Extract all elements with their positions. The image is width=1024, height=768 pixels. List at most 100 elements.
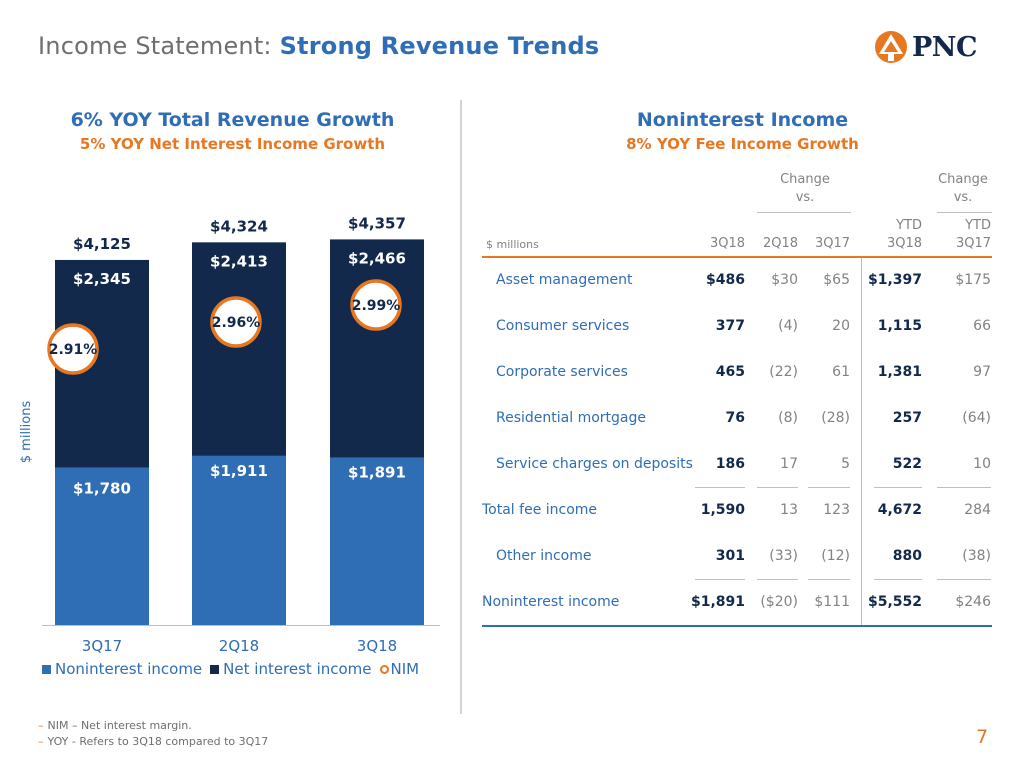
nim-marker-3Q18 xyxy=(350,279,402,331)
subtotal-rule-a-4 xyxy=(937,487,991,488)
bar-noninterest-3Q17 xyxy=(55,467,149,625)
x-tick-3Q17: 3Q17 xyxy=(82,637,122,655)
footnote-1: – NIM – Net interest margin. xyxy=(38,719,192,732)
total-label-3Q18: $4,357 xyxy=(348,214,406,232)
subtotal-rule-a-2 xyxy=(808,487,850,488)
row-0-col-4: $175 xyxy=(955,272,991,288)
legend-label-nim: NIM xyxy=(390,660,420,678)
row-7-col-2: $111 xyxy=(814,594,850,610)
noninterest-label-3Q18: $1,891 xyxy=(348,464,406,482)
row-label-2: Corporate services xyxy=(496,364,628,380)
page-number: 7 xyxy=(976,726,989,748)
row-3-col-0: 76 xyxy=(725,410,745,426)
row-6-col-0: 301 xyxy=(715,548,745,564)
row-7-col-3: $5,552 xyxy=(867,594,922,610)
nim-label-3Q18: 2.99% xyxy=(352,298,401,314)
row-1-col-2: 20 xyxy=(832,318,850,334)
title-bold: Strong Revenue Trends xyxy=(279,32,600,60)
total-label-3Q17: $4,125 xyxy=(73,235,131,253)
row-2-col-1: (22) xyxy=(769,364,798,380)
x-tick-2Q18: 2Q18 xyxy=(219,637,259,655)
right-heading-2: 8% YOY Fee Income Growth xyxy=(626,135,859,153)
row-2-col-3: 1,381 xyxy=(877,364,922,380)
legend-swatch-noninterest xyxy=(42,664,51,674)
footnote-2: – YOY - Refers to 3Q18 compared to 3Q17 xyxy=(38,735,269,748)
pnc-logo: PNC xyxy=(874,30,977,64)
pnc-logo-text: PNC xyxy=(912,31,977,63)
row-6-col-2: (12) xyxy=(821,548,850,564)
col-header-ytd-3q17-top: YTD xyxy=(965,218,991,233)
row-3-col-1: (8) xyxy=(778,410,798,426)
table-units-label: $ millions xyxy=(486,238,539,251)
row-label-5: Total fee income xyxy=(482,502,598,518)
row-4-col-0: 186 xyxy=(715,456,745,472)
left-heading-1: 6% YOY Total Revenue Growth xyxy=(70,109,395,131)
revenue-bar-chart: $4,125 $2,345 $1,780 2.91% 3Q17 $4,324 $2,413 $… xyxy=(19,214,440,655)
nim-marker-3Q17 xyxy=(47,323,99,375)
row-4-col-1: 17 xyxy=(780,456,798,472)
row-5-col-4: 284 xyxy=(964,502,991,518)
row-7-col-4: $246 xyxy=(955,594,991,610)
row-5-col-0: 1,590 xyxy=(700,502,745,518)
nim-label-2Q18: 2.96% xyxy=(212,315,261,331)
change-header-1: Change xyxy=(780,172,830,187)
legend-label-net-interest: Net interest income xyxy=(223,660,372,678)
row-7-col-0: $1,891 xyxy=(690,594,745,610)
subtotal-rule-a-3 xyxy=(874,487,922,488)
row-0-col-3: $1,397 xyxy=(867,272,922,288)
change-vs-2: vs. xyxy=(953,190,973,205)
subtotal-rule-a-1 xyxy=(757,487,798,488)
col-header-ytd-3q18-top: YTD xyxy=(896,218,922,233)
row-label-6: Other income xyxy=(496,548,592,564)
legend-swatch-nim xyxy=(379,664,389,674)
row-6-col-4: (38) xyxy=(962,548,991,564)
title-plain: Income Statement: xyxy=(38,32,280,60)
subtotal-rule-b-4 xyxy=(937,579,991,580)
row-label-1: Consumer services xyxy=(496,318,630,334)
page-title: Income Statement: Strong Revenue Trends xyxy=(38,32,599,60)
column-divider xyxy=(460,100,462,714)
row-label-3: Residential mortgage xyxy=(496,410,646,426)
row-3-col-3: 257 xyxy=(892,410,922,426)
subtotal-rule-b-2 xyxy=(808,579,850,580)
row-2-col-0: 465 xyxy=(715,364,745,380)
footnotes: – NIM – Net interest margin. – YOY - Refer… xyxy=(38,718,268,750)
chart-legend: Noninterest income Net interest income N… xyxy=(42,660,419,678)
row-0-col-1: $30 xyxy=(771,272,798,288)
bar-net-interest-2Q18 xyxy=(192,242,286,456)
row-3-col-4: (64) xyxy=(962,410,991,426)
row-6-col-1: (33) xyxy=(769,548,798,564)
row-4-col-2: 5 xyxy=(841,456,850,472)
legend-swatch-net-interest xyxy=(210,664,220,674)
row-1-col-3: 1,115 xyxy=(877,318,922,334)
total-rule xyxy=(482,625,992,627)
change-header-2: Change xyxy=(938,172,988,187)
row-4-col-4: 10 xyxy=(973,456,991,472)
subtotal-rule-a-0 xyxy=(695,487,745,488)
col-header-3q17: 3Q17 xyxy=(814,236,850,251)
change-vs-1: vs. xyxy=(795,190,815,205)
net-interest-label-3Q18: $2,466 xyxy=(348,249,406,267)
row-0-col-0: $486 xyxy=(706,272,745,288)
row-4-col-3: 522 xyxy=(892,456,922,472)
row-label-4: Service charges on deposits xyxy=(496,456,693,472)
row-5-col-3: 4,672 xyxy=(877,502,922,518)
change-underline-2 xyxy=(937,212,992,213)
row-1-col-0: 377 xyxy=(715,318,745,334)
col-header-ytd-3q17: 3Q17 xyxy=(955,236,991,251)
row-3-col-2: (28) xyxy=(821,410,850,426)
subtotal-rule-b-1 xyxy=(757,579,798,580)
row-2-col-2: 61 xyxy=(832,364,850,380)
noninterest-income-table: Change vs. Change vs. 3Q18 2Q18 3Q17 YTD 3Q18 YTD… xyxy=(482,0,992,768)
row-5-col-1: 13 xyxy=(780,502,798,518)
net-interest-label-3Q17: $2,345 xyxy=(73,270,131,288)
right-heading-1: Noninterest Income xyxy=(636,109,849,131)
total-label-2Q18: $4,324 xyxy=(210,217,268,235)
row-0-col-2: $65 xyxy=(823,272,850,288)
row-label-7: Noninterest income xyxy=(482,594,620,610)
row-label-0: Asset management xyxy=(496,272,633,288)
x-tick-3Q18: 3Q18 xyxy=(357,637,397,655)
ytd-separator xyxy=(861,258,862,626)
nim-marker-2Q18 xyxy=(210,296,262,348)
nim-label-3Q17: 2.91% xyxy=(49,342,98,358)
